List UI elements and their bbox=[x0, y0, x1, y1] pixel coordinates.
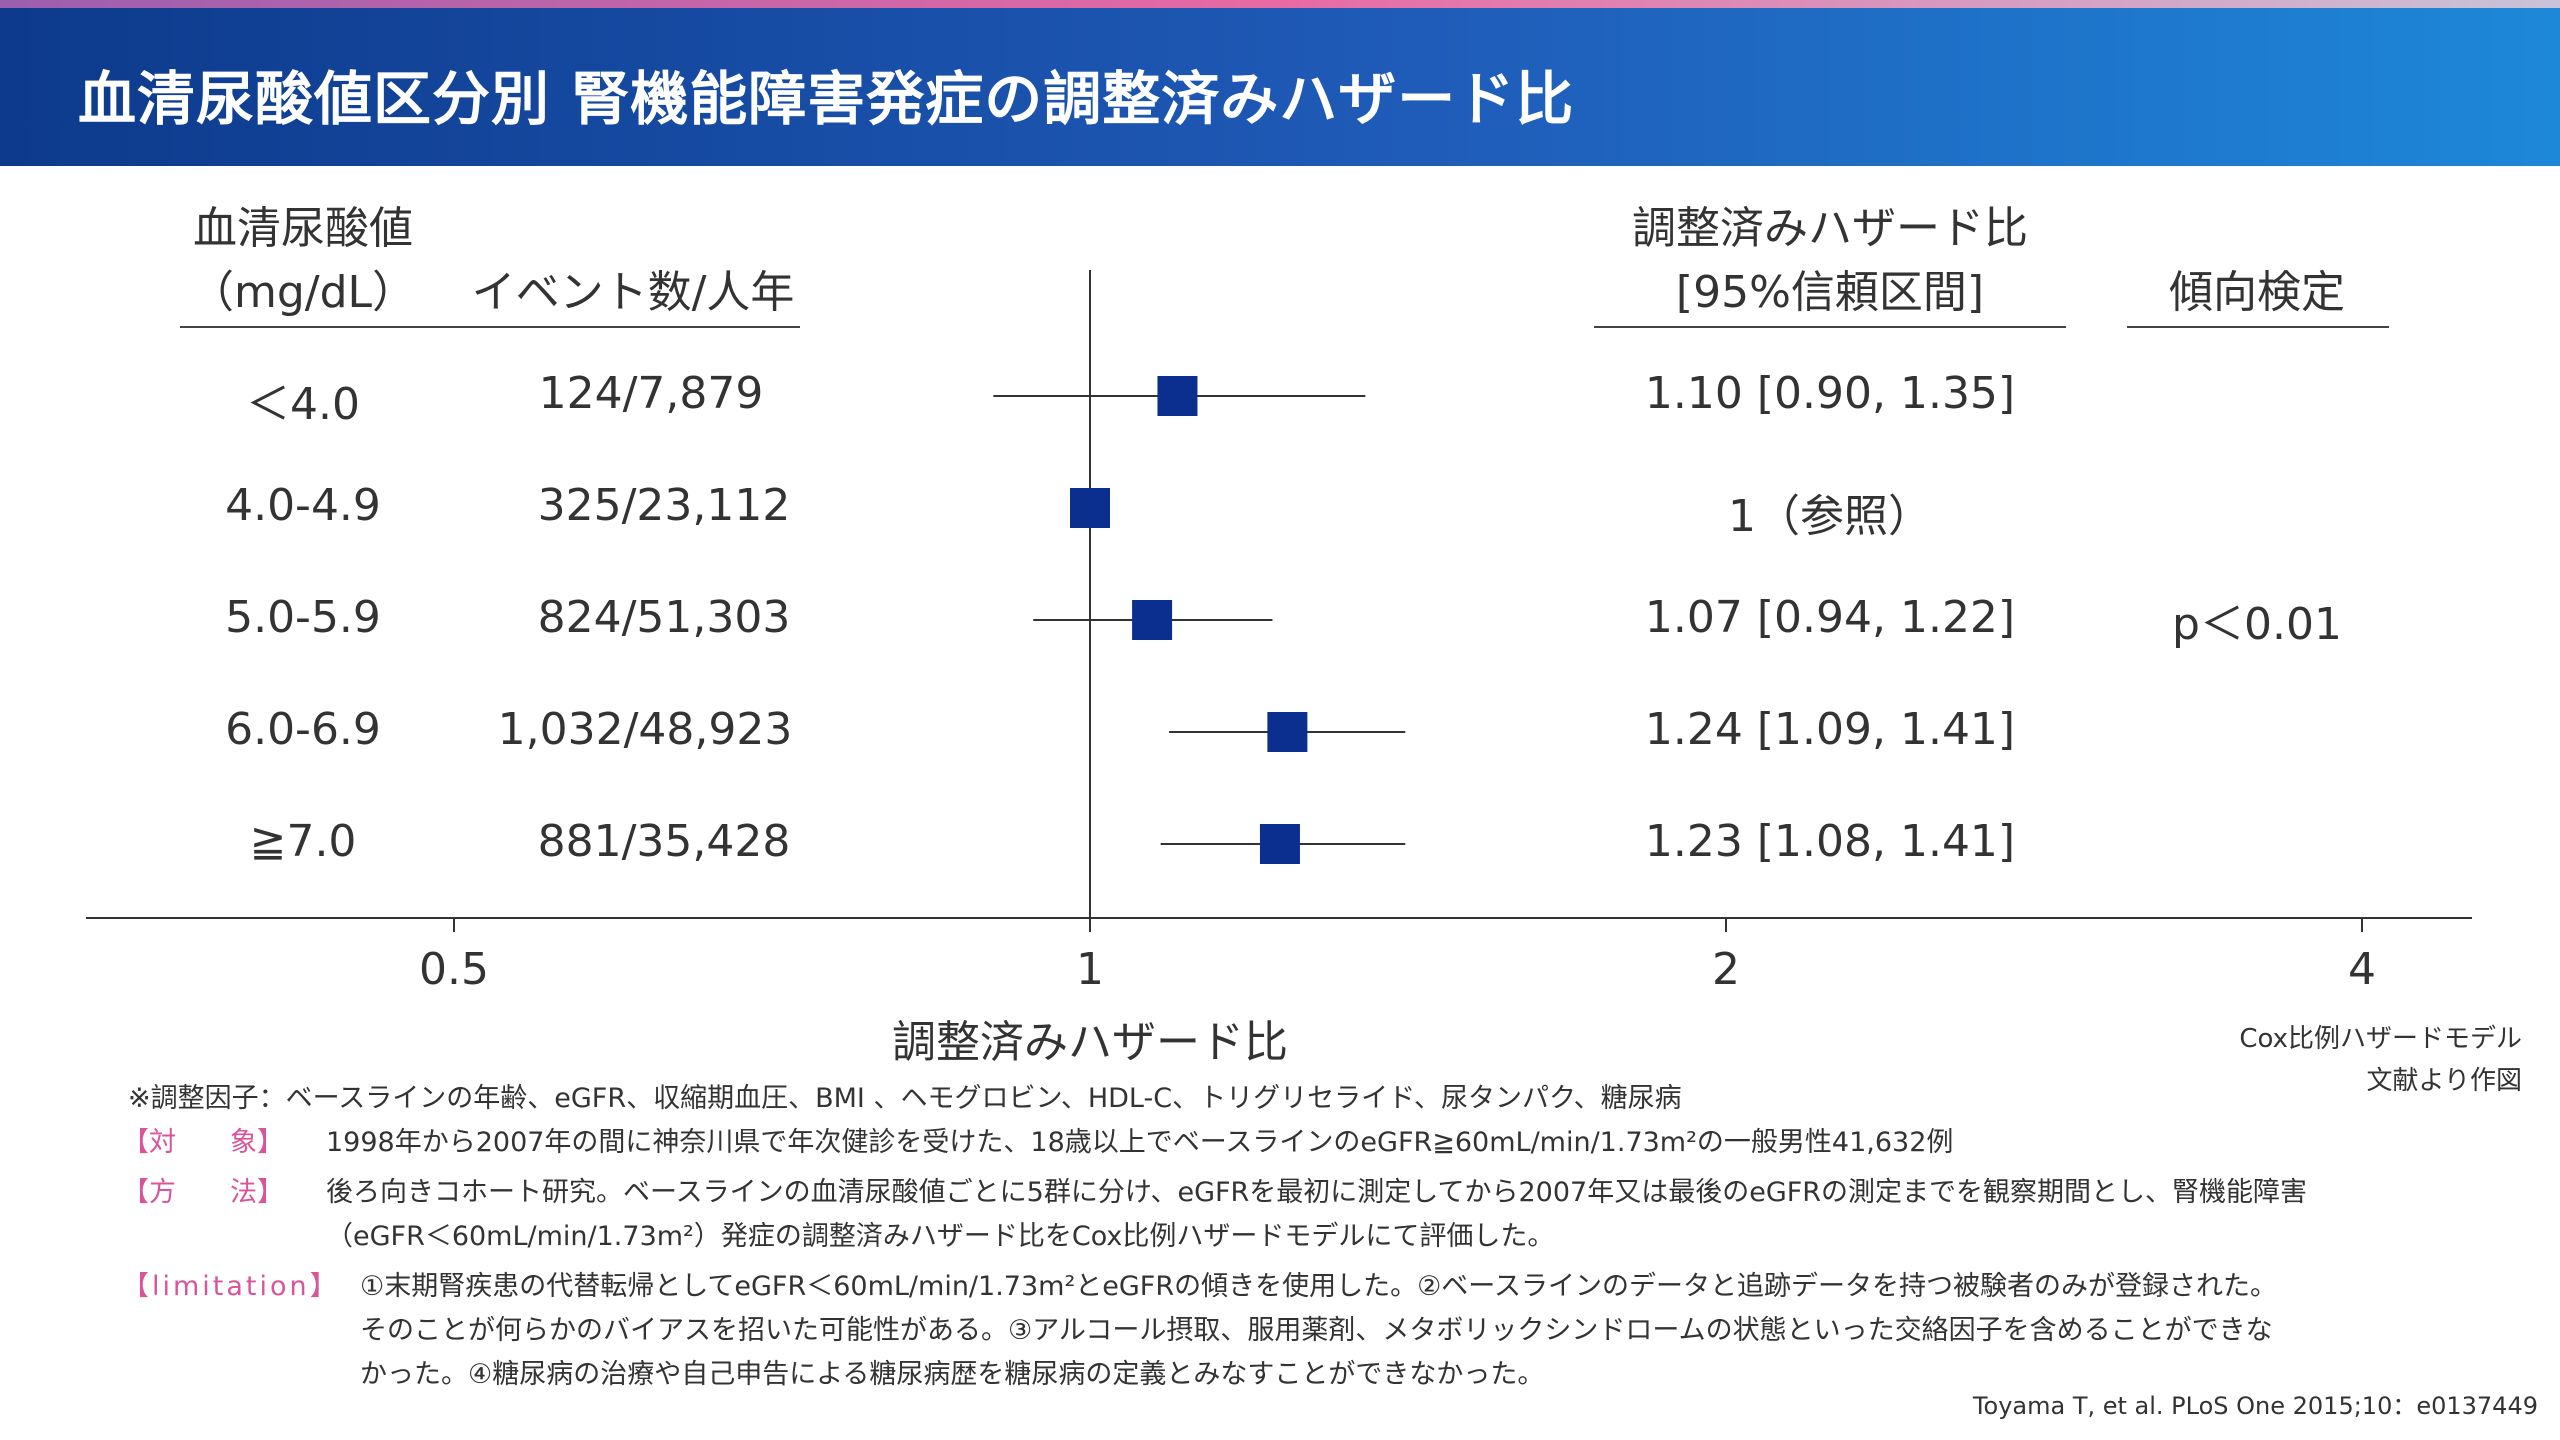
row-category: ＜4.0 bbox=[246, 379, 360, 430]
hr-point-marker bbox=[1070, 488, 1110, 528]
row-hr-text: 1.23 [1.08, 1.41] bbox=[1644, 816, 2016, 867]
footnote-method-text: 後ろ向きコホート研究。ベースラインの血清尿酸値ごとに5群に分け、eGFRを最初に… bbox=[326, 1177, 2308, 1208]
hr-point-marker bbox=[1259, 824, 1300, 864]
footnote-method-label: 【方 法】 bbox=[122, 1177, 284, 1208]
row-category: ≧7.0 bbox=[249, 816, 357, 867]
col-trend-header: 傾向検定 bbox=[2169, 267, 2345, 318]
row-events: 824/51,303 bbox=[537, 592, 791, 643]
trend-p-value: p＜0.01 bbox=[2172, 599, 2342, 650]
row-hr-text: 1.10 [0.90, 1.35] bbox=[1644, 368, 2016, 419]
col-uric-acid-header: 血清尿酸値 bbox=[193, 203, 413, 254]
footnote-limitation-text: ①末期腎疾患の代替転帰としてeGFR＜60mL/min/1.73m²とeGFRの… bbox=[360, 1271, 2277, 1302]
citation: Toyama T, et al. PLoS One 2015;10：e01374… bbox=[1972, 1392, 2538, 1420]
title-banner: 血清尿酸値区分別 腎機能障害発症の調整済みハザード比 bbox=[0, 8, 2560, 166]
row-hr-text: 1（参照） bbox=[1728, 491, 1932, 542]
row-category: 4.0-4.9 bbox=[225, 480, 381, 531]
x-tick-label: 0.5 bbox=[419, 944, 489, 995]
x-tick-label: 4 bbox=[2348, 944, 2376, 995]
col-uric-acid-unit: （mg/dL） bbox=[189, 267, 417, 318]
header-underline-trend bbox=[2127, 326, 2389, 328]
row-events: 325/23,112 bbox=[537, 480, 791, 531]
row-hr-text: 1.24 [1.09, 1.41] bbox=[1644, 704, 2016, 755]
footnote-adjust: ※調整因子：ベースラインの年齢、eGFR、収縮期血圧、BMI 、ヘモグロビン、H… bbox=[128, 1083, 1682, 1114]
row-events: 881/35,428 bbox=[537, 816, 791, 867]
hr-point-marker bbox=[1267, 712, 1308, 752]
header-underline-left bbox=[180, 326, 800, 328]
forest-plot: 0.5 1 2 4 bbox=[86, 270, 2472, 995]
source-note: 文献より作図 bbox=[2366, 1066, 2522, 1096]
footnote-limitation-text: そのことが何らかのバイアスを招いた可能性がある。③アルコール摂取、服用薬剤、メタ… bbox=[360, 1315, 2273, 1346]
row-events: 1,032/48,923 bbox=[497, 704, 793, 755]
col-hr-ci-header: [95%信頼区間] bbox=[1675, 267, 1985, 318]
hr-point-marker bbox=[1157, 376, 1198, 416]
row-hr-text: 1.07 [0.94, 1.22] bbox=[1644, 592, 2016, 643]
col-events-header: イベント数/人年 bbox=[471, 267, 795, 318]
header-underline-hr bbox=[1594, 326, 2066, 328]
footnote-method-text: （eGFR＜60mL/min/1.73m²）発症の調整済みハザード比をCox比例… bbox=[326, 1221, 1555, 1252]
x-tick-label: 2 bbox=[1712, 944, 1740, 995]
page-title: 血清尿酸値区分別 腎機能障害発症の調整済みハザード比 bbox=[78, 65, 1575, 133]
row-category: 5.0-5.9 bbox=[225, 592, 381, 643]
row-events: 124/7,879 bbox=[538, 368, 764, 419]
footnote-limitation-label: 【limitation】 bbox=[122, 1271, 340, 1302]
model-note: Cox比例ハザードモデル bbox=[2239, 1024, 2522, 1054]
x-tick-label: 1 bbox=[1076, 944, 1104, 995]
footnote-target-text: 1998年から2007年の間に神奈川県で年次健診を受けた、18歳以上でベースライ… bbox=[326, 1127, 1954, 1158]
row-category: 6.0-6.9 bbox=[225, 704, 381, 755]
col-hr-header: 調整済みハザード比 bbox=[1632, 203, 2028, 254]
x-axis-label: 調整済みハザード比 bbox=[892, 1017, 1288, 1068]
hr-point-marker bbox=[1132, 600, 1173, 640]
footnote-target-label: 【対 象】 bbox=[122, 1127, 284, 1158]
footnote-limitation-text: かった。④糖尿病の治療や自己申告による糖尿病歴を糖尿病の定義とみなすことができな… bbox=[360, 1359, 1545, 1390]
top-accent-line bbox=[0, 0, 2560, 8]
